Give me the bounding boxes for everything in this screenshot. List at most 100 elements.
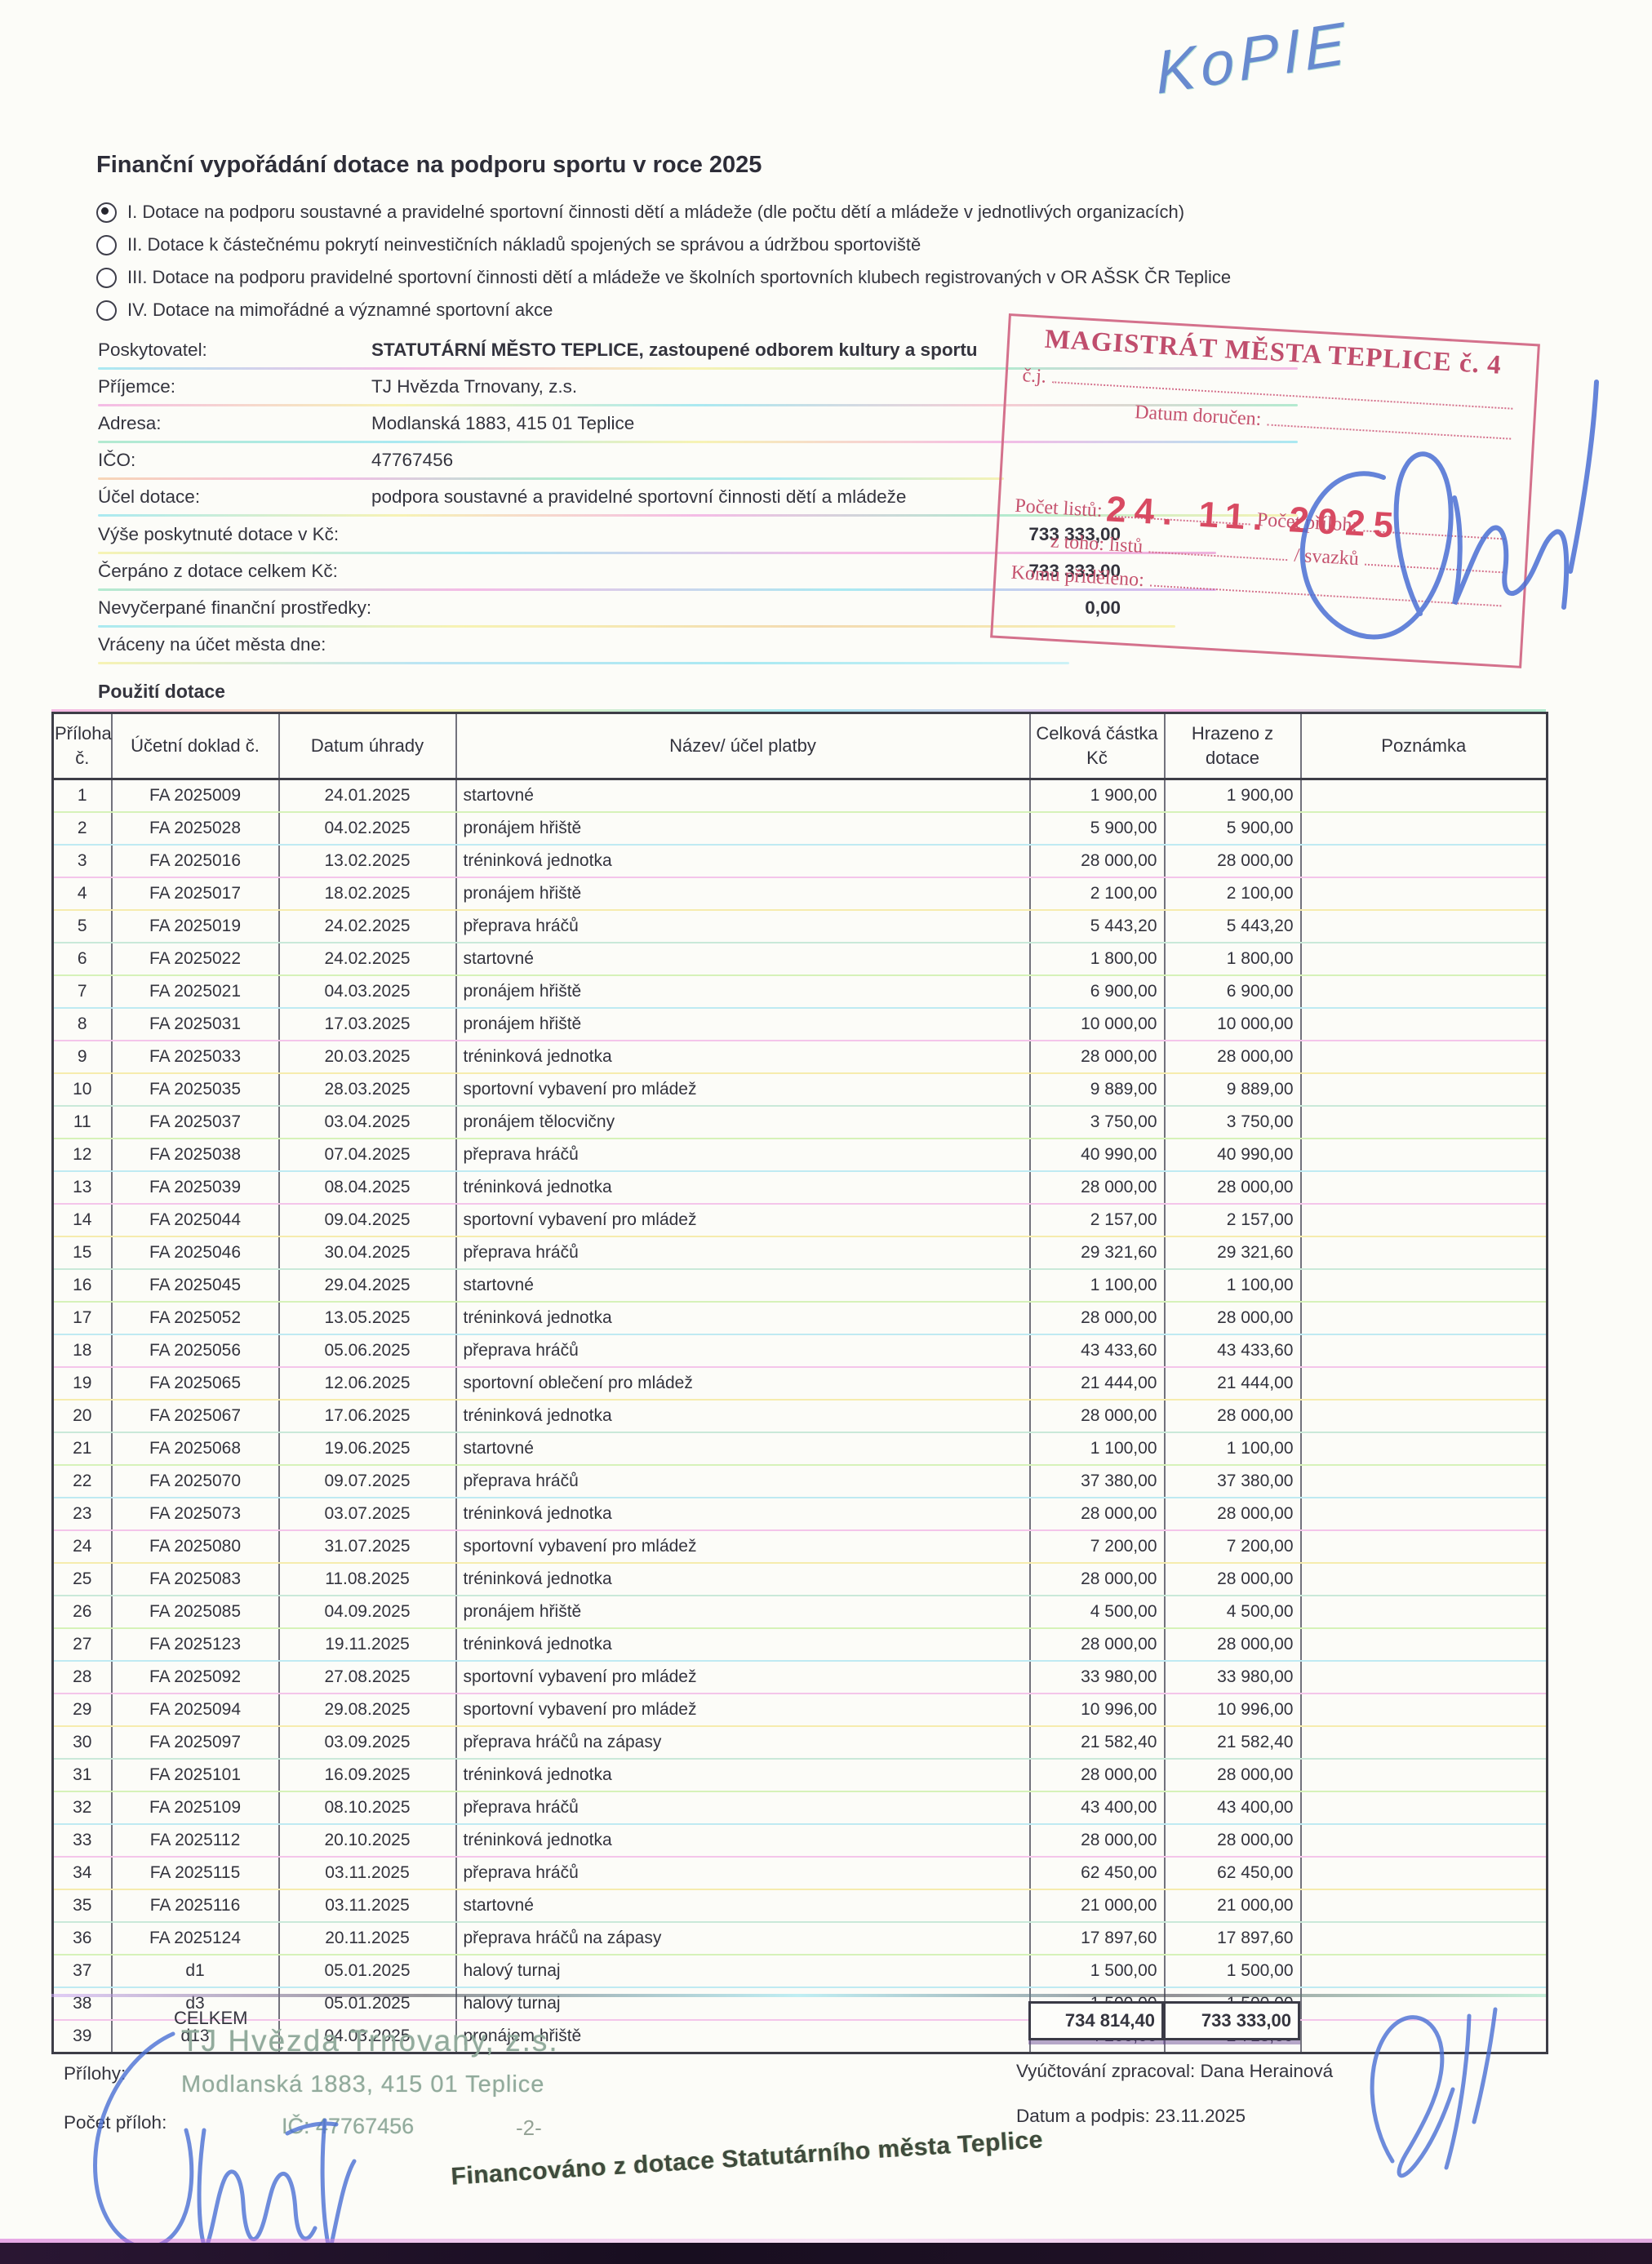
amount-field-row: Nevyčerpané finanční prostředky: 0,00: [98, 593, 1302, 629]
cell-doklad: FA 2025028: [110, 812, 279, 846]
cell-priloha: 25: [52, 1563, 112, 1596]
cell-priloha: 34: [52, 1857, 112, 1890]
field-underline: [98, 514, 1298, 517]
cell-celkova: 43 433,60: [1028, 1334, 1165, 1368]
table-row: 16 FA 2025045 29.04.2025 startovné 1 100…: [52, 1269, 1548, 1303]
table-row: 30 FA 2025097 03.09.2025 přeprava hráčů …: [52, 1726, 1548, 1760]
cell-poznamka: [1299, 1596, 1548, 1629]
cell-priloha: 23: [52, 1498, 112, 1531]
cell-poznamka: [1299, 1955, 1548, 1988]
cell-celkova: 7 200,00: [1028, 1530, 1165, 1564]
cell-datum: 04.02.2025: [278, 812, 456, 846]
cell-hrazeno: 28 000,00: [1163, 1498, 1301, 1531]
cell-priloha: 5: [52, 910, 112, 943]
cell-poznamka: [1299, 1269, 1548, 1303]
table-row: 7 FA 2025021 04.03.2025 pronájem hřiště …: [52, 975, 1548, 1009]
cell-hrazeno: 28 000,00: [1163, 1400, 1301, 1433]
amount-label: Výše poskytnuté dotace v Kč:: [98, 524, 340, 544]
field-value: STATUTÁRNÍ MĚSTO TEPLICE, zastoupené odb…: [371, 340, 978, 360]
cell-nazev: tréninková jednotka: [455, 1400, 1030, 1433]
cell-nazev: tréninková jednotka: [455, 1759, 1030, 1792]
table-row: 8 FA 2025031 17.03.2025 pronájem hřiště …: [52, 1008, 1548, 1041]
cell-celkova: 40 990,00: [1028, 1139, 1165, 1172]
subsidy-type-option: III. Dotace na podporu pravidelné sporto…: [96, 261, 1231, 294]
cell-hrazeno: 28 000,00: [1163, 1824, 1301, 1858]
cell-hrazeno: 43 400,00: [1163, 1791, 1301, 1825]
cell-celkova: 33 980,00: [1028, 1661, 1165, 1694]
cell-datum: 12.06.2025: [278, 1367, 456, 1401]
cell-celkova: 2 157,00: [1028, 1204, 1165, 1237]
cell-hrazeno: 28 000,00: [1163, 1171, 1301, 1205]
cell-nazev: pronájem hřiště: [455, 1008, 1030, 1041]
cell-hrazeno: 3 750,00: [1163, 1106, 1301, 1139]
cell-doklad: FA 2025021: [110, 975, 279, 1009]
cell-nazev: přeprava hráčů: [455, 1139, 1030, 1172]
cell-nazev: startovné: [455, 1889, 1030, 1923]
table-row: 3 FA 2025016 13.02.2025 tréninková jedno…: [52, 845, 1548, 878]
cell-doklad: FA 2025016: [110, 845, 279, 878]
cell-doklad: FA 2025073: [110, 1498, 279, 1531]
table-row: 2 FA 2025028 04.02.2025 pronájem hřiště …: [52, 812, 1548, 846]
field-label: Poskytovatel:: [98, 340, 207, 360]
cell-doklad: FA 2025044: [110, 1204, 279, 1237]
cell-datum: 28.03.2025: [278, 1073, 456, 1107]
cell-poznamka: [1299, 1922, 1548, 1955]
table-row: 9 FA 2025033 20.03.2025 tréninková jedno…: [52, 1041, 1548, 1074]
cell-hrazeno: 5 900,00: [1163, 812, 1301, 846]
cell-hrazeno: 10 996,00: [1163, 1694, 1301, 1727]
subsidy-type-option: IV. Dotace na mimořádné a významné sport…: [96, 294, 1231, 326]
table-row: 26 FA 2025085 04.09.2025 pronájem hřiště…: [52, 1596, 1548, 1629]
cell-priloha: 8: [52, 1008, 112, 1041]
cell-doklad: FA 2025065: [110, 1367, 279, 1401]
cell-datum: 19.11.2025: [278, 1628, 456, 1662]
cell-poznamka: [1299, 1041, 1548, 1074]
field-value: 47767456: [371, 450, 454, 470]
table-row: 1 FA 2025009 24.01.2025 startovné 1 900,…: [52, 779, 1548, 813]
cell-poznamka: [1299, 1889, 1548, 1923]
table-bottom-accent: [51, 1994, 1546, 1997]
table-row: 34 FA 2025115 03.11.2025 přeprava hráčů …: [52, 1857, 1548, 1890]
cell-poznamka: [1299, 1498, 1548, 1531]
cell-poznamka: [1299, 1073, 1548, 1107]
cell-datum: 24.02.2025: [278, 910, 456, 943]
stamp-assigned-label: Komu přiděleno:: [1010, 562, 1145, 592]
cell-nazev: přeprava hráčů: [455, 1334, 1030, 1368]
cell-nazev: přeprava hráčů: [455, 1857, 1030, 1890]
cell-poznamka: [1299, 1759, 1548, 1792]
table-row: 17 FA 2025052 13.05.2025 tréninková jedn…: [52, 1302, 1548, 1335]
cell-datum: 13.05.2025: [278, 1302, 456, 1335]
cell-nazev: startovné: [455, 779, 1030, 813]
cell-priloha: 33: [52, 1824, 112, 1858]
cell-poznamka: [1299, 1563, 1548, 1596]
cell-poznamka: [1299, 1530, 1548, 1564]
cell-hrazeno: 1 100,00: [1163, 1269, 1301, 1303]
cell-priloha: 7: [52, 975, 112, 1009]
cell-datum: 03.07.2025: [278, 1498, 456, 1531]
table-top-accent: [51, 709, 1546, 712]
cell-datum: 29.04.2025: [278, 1269, 456, 1303]
field-underline: [98, 625, 1175, 628]
cell-poznamka: [1299, 943, 1548, 976]
dotted-line: [1052, 381, 1513, 410]
cell-datum: 05.06.2025: [278, 1334, 456, 1368]
header-celkova: Celková částka Kč: [1028, 712, 1165, 780]
amount-field-row: Čerpáno z dotace celkem Kč: 733 333,00: [98, 556, 1302, 593]
header-poznamka: Poznámka: [1299, 712, 1548, 780]
cell-nazev: sportovní vybavení pro mládež: [455, 1073, 1030, 1107]
cell-datum: 20.11.2025: [278, 1922, 456, 1955]
table-row: 5 FA 2025019 24.02.2025 přeprava hráčů 5…: [52, 910, 1548, 943]
cell-poznamka: [1299, 1334, 1548, 1368]
table-row: 11 FA 2025037 03.04.2025 pronájem tělocv…: [52, 1106, 1548, 1139]
radio-button-icon: [96, 267, 117, 288]
field-label: IČO:: [98, 450, 136, 470]
cell-hrazeno: 62 450,00: [1163, 1857, 1301, 1890]
cell-nazev: halový turnaj: [455, 1987, 1030, 2021]
cell-hrazeno: 21 000,00: [1163, 1889, 1301, 1923]
table-row: 20 FA 2025067 17.06.2025 tréninková jedn…: [52, 1400, 1548, 1433]
cell-celkova: 28 000,00: [1028, 1400, 1165, 1433]
cell-celkova: 28 000,00: [1028, 1041, 1165, 1074]
table-row: 35 FA 2025116 03.11.2025 startovné 21 00…: [52, 1889, 1548, 1923]
cell-nazev: halový turnaj: [455, 1955, 1030, 1988]
cell-poznamka: [1299, 779, 1548, 813]
